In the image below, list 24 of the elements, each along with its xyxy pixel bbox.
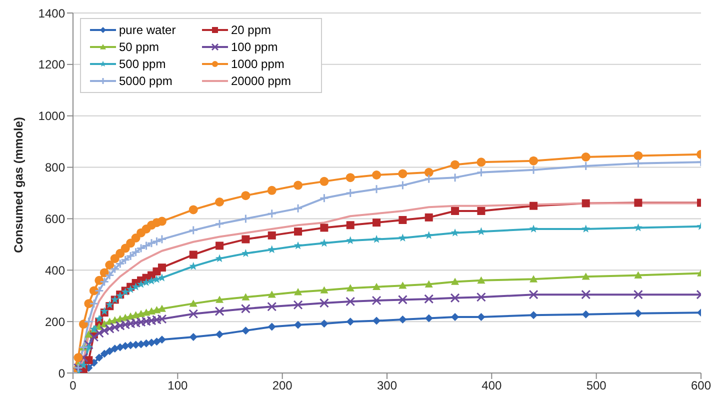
x-tick-label: 600 xyxy=(690,378,712,393)
x-tick-label: 300 xyxy=(376,378,398,393)
legend-label: pure water xyxy=(119,23,176,37)
legend-label: 1000 ppm xyxy=(231,57,284,71)
legend-label: 50 ppm xyxy=(119,40,160,54)
x-tick-label: 400 xyxy=(482,378,502,393)
y-tick-label: 1200 xyxy=(38,58,66,72)
y-tick-label: 400 xyxy=(44,263,66,278)
legend-label: 5000 ppm xyxy=(119,74,172,88)
x-tick-label: 100 xyxy=(168,378,188,393)
x-tick-label: 0 xyxy=(70,378,77,393)
legend-label: 100 ppm xyxy=(231,40,278,54)
legend-label: 20000 ppm xyxy=(231,74,292,88)
y-tick-label: 800 xyxy=(44,160,66,175)
x-tick-label: 500 xyxy=(586,378,607,393)
y-tick-label: 200 xyxy=(44,314,66,329)
x-tick-label: 200 xyxy=(272,378,293,393)
legend-label: 20 ppm xyxy=(231,23,272,37)
y-tick-label: 1000 xyxy=(38,109,66,124)
y-tick-label: 0 xyxy=(58,366,66,380)
legend-label: 500 ppm xyxy=(119,57,166,71)
y-tick-label: 600 xyxy=(44,212,66,226)
y-axis-title: Consumed gas (mmole) xyxy=(11,116,26,253)
y-tick-label: 1400 xyxy=(38,6,66,20)
